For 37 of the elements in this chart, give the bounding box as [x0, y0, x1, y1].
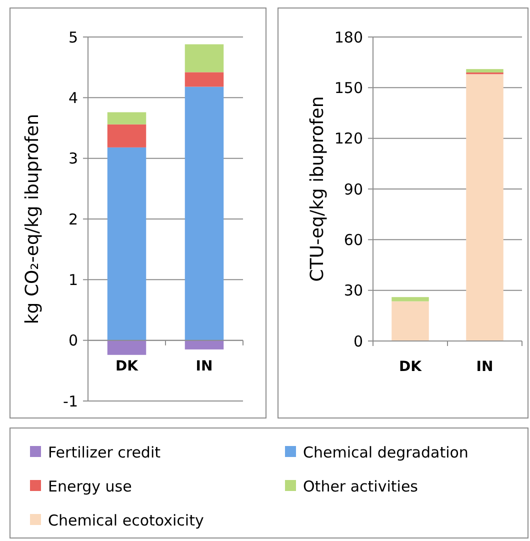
y-axis-title: CTU-eq/kg ibuprofen [307, 96, 328, 282]
y-tick-label: -1 [63, 392, 78, 410]
x-tick-label: IN [476, 359, 494, 375]
y-tick-label: 30 [344, 282, 363, 300]
bar [392, 297, 429, 302]
y-tick-label: 5 [68, 28, 78, 46]
bar [184, 72, 224, 87]
bar [184, 340, 224, 350]
y-tick-label: 0 [353, 332, 363, 350]
bar [184, 44, 224, 72]
bar [466, 69, 504, 72]
legend-label: Fertilizer credit [48, 443, 161, 462]
y-tick-label: 120 [334, 130, 363, 148]
legend-label: Chemical ecotoxicity [48, 511, 204, 530]
legend-label: Energy use [48, 477, 132, 496]
bar [107, 340, 146, 355]
legend-label: Chemical degradation [303, 443, 468, 462]
y-tick-label: 1 [68, 270, 78, 289]
bar [107, 147, 146, 340]
bar [392, 301, 429, 341]
x-tick-label: DK [399, 359, 423, 375]
y-tick-label: 4 [68, 88, 78, 107]
x-tick-label: DK [116, 358, 140, 374]
y-tick-label: 2 [68, 210, 78, 228]
y-tick-label: 150 [334, 78, 363, 97]
bar [184, 86, 224, 340]
y-tick-label: 0 [68, 332, 78, 350]
bar [107, 112, 146, 124]
y-tick-label: 180 [334, 28, 363, 46]
y-tick-label: 90 [344, 180, 363, 198]
y-tick-label: 3 [68, 150, 78, 168]
bar [466, 74, 504, 341]
y-axis-title: kg CO₂-eq/kg ibuprofen [22, 114, 43, 324]
legend-label: Other activities [303, 477, 418, 496]
bar [107, 124, 146, 148]
x-tick-label: IN [196, 358, 213, 374]
y-tick-label: 60 [344, 230, 363, 249]
